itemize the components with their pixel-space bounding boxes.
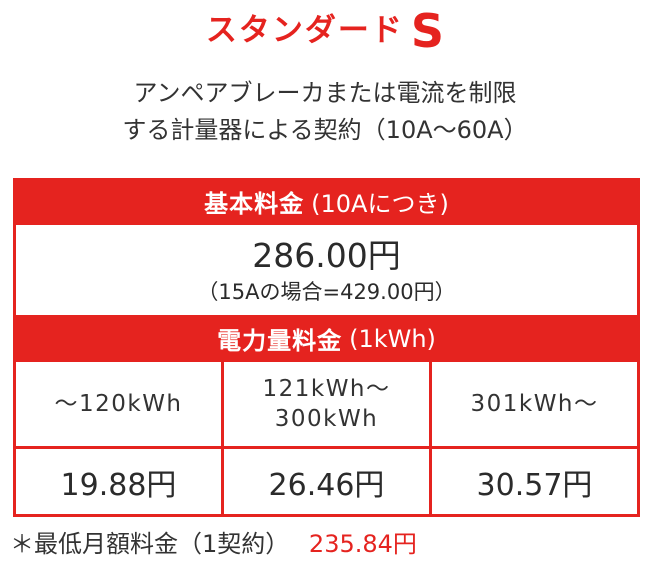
plan-title-suffix: S <box>410 3 445 58</box>
tier-range-2: 121kWh～ 300kWh <box>224 362 432 449</box>
plan-title: スタンダード S <box>0 0 650 55</box>
minimum-charge-label: ＊最低月額料金（1契約） <box>10 530 290 558</box>
tier-range-1: ～120kWh <box>16 362 224 449</box>
plan-description-line2: する計量器による契約（10A～60A） <box>122 115 528 144</box>
tier-price-1: 19.88円 <box>16 449 224 517</box>
basic-charge-cell: 286.00円 （15Aの場合=429.00円） <box>13 225 640 315</box>
tier-price-2: 26.46円 <box>224 449 432 517</box>
tier-range-1-line1: ～120kWh <box>54 391 183 417</box>
basic-charge-header-note: (10Aにつき) <box>311 190 449 218</box>
basic-charge-header: 基本料金 (10Aにつき) <box>13 178 640 225</box>
energy-charge-header: 電力量料金 (1kWh) <box>13 315 640 362</box>
basic-charge-price-note: （15Aの場合=429.00円） <box>197 280 456 304</box>
tier-range-2-line1: 121kWh～ <box>262 376 391 402</box>
energy-charge-header-note: (1kWh) <box>349 324 436 353</box>
plan-description-line1: アンペアブレーカまたは電流を制限 <box>133 78 517 107</box>
minimum-charge-note: ＊最低月額料金（1契約） 235.84円 <box>10 524 417 559</box>
minimum-charge-value: 235.84円 <box>308 530 417 558</box>
energy-charge-header-label: 電力量料金 <box>217 327 343 355</box>
tier-price-3: 30.57円 <box>432 449 640 517</box>
tier-range-3-line1: 301kWh～ <box>470 391 599 417</box>
tier-range-3: 301kWh～ <box>432 362 640 449</box>
plan-description: アンペアブレーカまたは電流を制限 する計量器による契約（10A～60A） <box>0 75 650 149</box>
basic-charge-header-label: 基本料金 <box>204 190 305 218</box>
energy-charge-range-row: ～120kWh 121kWh～ 300kWh 301kWh～ <box>13 362 640 449</box>
plan-title-text: スタンダード <box>205 12 404 49</box>
energy-charge-price-row: 19.88円 26.46円 30.57円 <box>13 449 640 517</box>
tier-range-2-line2: 300kWh <box>274 406 379 432</box>
rate-table: 基本料金 (10Aにつき) 286.00円 （15Aの場合=429.00円） 電… <box>13 178 640 517</box>
basic-charge-price: 286.00円 <box>252 236 401 275</box>
